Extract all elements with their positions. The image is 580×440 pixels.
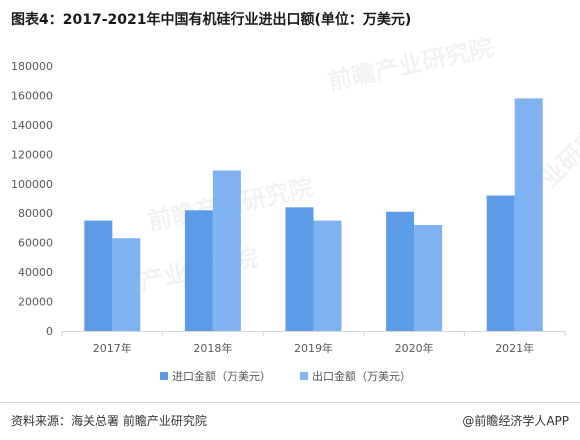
- legend-swatch: [300, 372, 308, 380]
- x-axis: 2017年 2018年 2019年 2020年 2021年: [61, 331, 566, 355]
- import-bar: [386, 211, 415, 331]
- y-tick-label: 0: [46, 325, 53, 338]
- x-tick-label: 2020年: [395, 341, 434, 355]
- legend: 进口金额（万美元） 出口金额（万美元）: [160, 369, 411, 383]
- x-tick-label: 2017年: [93, 341, 132, 355]
- credit-note: @前瞻经济学人APP: [462, 414, 569, 428]
- export-bar: [313, 220, 342, 331]
- y-tick-label: 140000: [11, 119, 53, 132]
- import-bar: [84, 220, 113, 331]
- y-tick-label: 20000: [18, 296, 53, 309]
- y-tick-label: 180000: [11, 60, 53, 73]
- x-tick-label: 2018年: [193, 341, 232, 355]
- source-note: 资料来源：海关总署 前瞻产业研究院: [11, 414, 207, 428]
- bars: [84, 98, 543, 331]
- y-tick-label: 40000: [18, 266, 53, 279]
- y-tick-label: 80000: [18, 207, 53, 220]
- y-tick-label: 60000: [18, 237, 53, 250]
- watermark-text: 前瞻产业研究院: [325, 34, 495, 96]
- export-bar: [414, 225, 443, 331]
- import-bar: [486, 195, 515, 331]
- import-bar: [285, 207, 314, 331]
- legend-label: 进口金额（万美元）: [172, 369, 271, 383]
- legend-swatch: [160, 372, 168, 380]
- y-tick-label: 100000: [11, 178, 53, 191]
- y-tick-label: 160000: [11, 89, 53, 102]
- bar-chart: 前瞻产业研究院前瞻产业研究院前瞻产业研究院前瞻产业研究院 02000040000…: [11, 34, 580, 383]
- footer: 资料来源：海关总署 前瞻产业研究院 @前瞻经济学人APP: [0, 402, 580, 440]
- x-tick-label: 2021年: [495, 341, 534, 355]
- chart-title: 图表4：2017-2021年中国有机硅行业进出口额(单位：万美元): [11, 12, 412, 28]
- import-bar: [184, 210, 213, 331]
- y-axis: 0 20000 40000 60000 80000 100000 120000 140000 1…: [11, 60, 53, 338]
- legend-label: 出口金额（万美元）: [312, 369, 411, 383]
- x-tick-label: 2019年: [294, 341, 333, 355]
- export-bar: [514, 98, 543, 331]
- y-tick-label: 120000: [11, 148, 53, 161]
- export-bar: [112, 238, 141, 331]
- export-bar: [212, 170, 241, 331]
